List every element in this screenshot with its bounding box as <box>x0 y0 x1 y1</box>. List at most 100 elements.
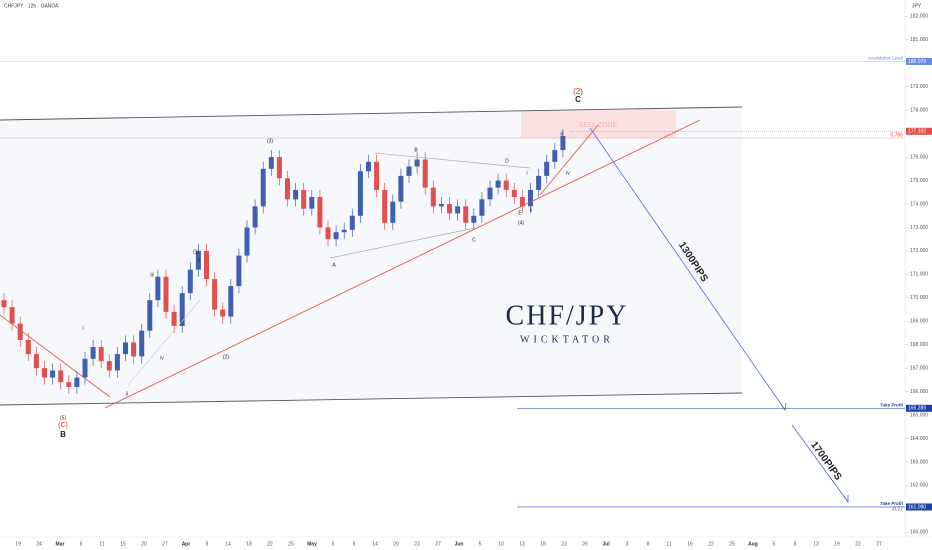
candle-body <box>33 354 39 369</box>
candle-body <box>244 227 250 256</box>
candle-body <box>317 196 323 228</box>
candle-body <box>471 215 477 223</box>
candle-body <box>58 370 64 383</box>
candle-body <box>50 370 56 378</box>
y-tick-label: 165.000 <box>910 412 928 418</box>
x-tick-label: 22 <box>708 541 714 547</box>
wave-label: (3) <box>267 138 273 144</box>
x-tick-label: 23 <box>414 541 420 547</box>
fib-label: -0.27 <box>892 506 904 512</box>
level-box <box>906 57 932 65</box>
x-tick-label: Jun <box>455 541 464 547</box>
level-name: Take Profit <box>880 402 904 407</box>
price-axis <box>905 0 932 550</box>
candle-body <box>285 178 290 200</box>
channel-bottom <box>0 392 743 406</box>
x-tick-label: 24 <box>36 541 42 547</box>
y-tick-label: 162.000 <box>910 483 928 489</box>
candle-body <box>74 377 80 387</box>
candle-body <box>187 269 193 294</box>
triangle-line <box>329 227 476 259</box>
candle-body <box>349 215 355 230</box>
candle-body <box>503 180 509 190</box>
x-tick-label: Jul <box>602 541 610 547</box>
candle-body <box>163 276 169 312</box>
candle-body <box>220 309 226 317</box>
drawings <box>0 106 849 504</box>
channel-top <box>0 106 743 121</box>
y-tick-label: 182.000 <box>910 14 928 20</box>
x-tick-label: 18 <box>246 541 252 547</box>
x-tick-label: 8 <box>647 541 650 547</box>
wave-label: C <box>472 237 476 243</box>
x-tick-label: 5 <box>773 541 776 547</box>
y-tick-label: 164.000 <box>910 436 928 442</box>
candle-body <box>511 189 517 197</box>
candle-body <box>123 342 128 355</box>
wave-label: iv <box>160 355 164 361</box>
candle-body <box>536 175 542 190</box>
candle-body <box>341 229 347 233</box>
wave-label: (4) <box>518 220 524 226</box>
candle-body <box>366 161 371 172</box>
candle-body <box>374 161 380 190</box>
y-tick-label: 179.000 <box>910 84 928 90</box>
x-tick-label: 19 <box>834 541 840 547</box>
candle-body <box>204 250 209 280</box>
x-tick-label: Aug <box>748 541 758 547</box>
x-tick-label: 6 <box>80 541 83 547</box>
x-tick-label: May <box>307 541 317 547</box>
candle-body <box>398 175 404 202</box>
candle-body <box>528 189 533 207</box>
candle-body <box>228 286 234 317</box>
projection-arrow <box>589 127 786 411</box>
x-tick-label: 27 <box>876 541 882 547</box>
x-tick-label: 20 <box>393 541 399 547</box>
y-tick-label: 171.000 <box>910 272 928 278</box>
wave-label: (2) <box>573 87 583 96</box>
candle-body <box>17 323 23 341</box>
candle-body <box>236 255 242 287</box>
y-tick-label: 175.000 <box>910 178 928 184</box>
wave-label: v <box>198 257 201 263</box>
candle-body <box>98 347 104 362</box>
candle-body <box>487 187 493 200</box>
x-tick-label: 11 <box>666 541 671 547</box>
candle-body <box>90 347 96 359</box>
candle-body <box>430 187 436 207</box>
wave-label: (C) <box>58 422 68 429</box>
candle-body <box>179 293 185 326</box>
candle-body <box>171 311 177 326</box>
x-tick-label: 8 <box>206 541 209 547</box>
candle-body <box>195 250 201 270</box>
x-tick-label: 3 <box>626 541 629 547</box>
candle-body <box>357 171 363 216</box>
candle-body <box>382 189 388 223</box>
x-tick-label: 5 <box>479 541 482 547</box>
y-tick-label: 166.000 <box>910 389 928 395</box>
wave-label: (2) <box>223 354 229 360</box>
y-tick-label: 178.000 <box>910 108 928 114</box>
level-name: Take Profit <box>880 501 904 506</box>
chart-title: CHFJPY · 12h · OANDA <box>4 3 59 9</box>
wave-line <box>127 299 201 386</box>
level-box <box>906 503 932 511</box>
x-tick-label: 26 <box>582 541 588 547</box>
candle-body <box>276 157 282 179</box>
wave-label: ii <box>530 207 532 213</box>
candle-body <box>106 361 112 371</box>
candle-body <box>544 161 550 176</box>
x-tick-label: 6 <box>332 541 335 547</box>
candle-body <box>114 354 120 371</box>
y-tick-label: 176.000 <box>910 154 928 160</box>
triangle-line <box>374 152 531 169</box>
fib-label: 0.786 <box>890 132 903 138</box>
wave-label: i <box>526 170 527 176</box>
watermark-subtitle: WICKTATOR <box>520 334 614 345</box>
x-tick-label: Mar <box>56 541 65 547</box>
x-tick-label: 25 <box>729 541 735 547</box>
candle-body <box>438 204 444 207</box>
candle-body <box>309 196 315 209</box>
wave-label: E <box>518 210 522 216</box>
x-tick-label: 15 <box>120 541 126 547</box>
